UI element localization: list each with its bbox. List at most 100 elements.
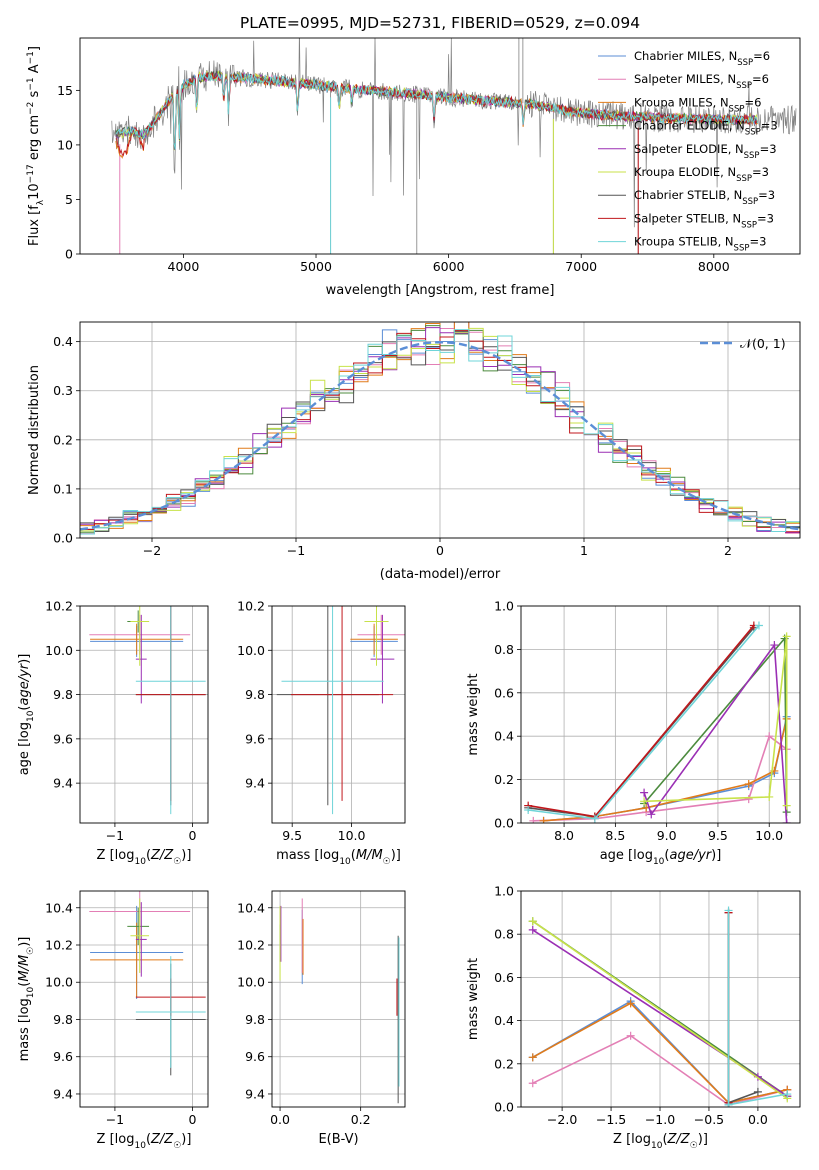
weight-marker (770, 641, 779, 650)
y-tick-label: 9.8 (53, 1012, 73, 1027)
label-part: −1 (26, 77, 36, 90)
label-part: age [log (17, 722, 32, 775)
figure-title: PLATE=0995, MJD=52731, FIBERID=0529, z=0… (240, 14, 640, 32)
label-part: age [log (600, 848, 653, 863)
label-part: 10 (653, 857, 665, 867)
y-axis-label: mass weight (466, 958, 481, 1040)
y-tick-label: 10.0 (45, 975, 73, 990)
y-axis-label: mass weight (466, 673, 481, 755)
y-tick-label: 0.8 (494, 927, 514, 942)
weight-line-salpeter-miles (533, 734, 788, 822)
histogram-chabrier-elodie (80, 325, 800, 533)
x-tick-label: 10.0 (755, 828, 783, 843)
axes-mass_vs_Z: −1 09.49.69.810.010.210.4Z [log10(Z/Z☉)]m… (17, 890, 209, 1151)
axes-frame (79, 605, 209, 824)
errorbar-salpeter-miles (357, 614, 405, 655)
x-tick-label: 8.5 (605, 828, 625, 843)
x-axis-label: age [log10(age/yr)] (600, 848, 722, 867)
x-tick-label: 9.5 (282, 828, 302, 843)
axes-frame (271, 605, 406, 824)
x-tick-label: 0 (436, 543, 444, 558)
axes-mass_vs_ebv: 0.0 0.2 9.4 9.6 9.8 10.0 10.2 10.4 E(B-V) (237, 890, 406, 1147)
x-tick-label: 0.2 (351, 1112, 371, 1127)
x-tick-label: 8.0 (554, 828, 574, 843)
y-tick-label: 1.0 (494, 884, 514, 899)
legend-label-suffix: =6 (753, 49, 770, 63)
label-part: M/M (17, 955, 32, 982)
label-part: )] (181, 848, 191, 863)
histogram-salpeter-elodie (80, 327, 800, 534)
panel-spectrum: 4000 5000 6000 7000 8000 0 5 10 15 wavelength [An… (26, 37, 801, 298)
errorbar-chabrier-elodie (127, 907, 150, 945)
x-tick-label: 7000 (565, 259, 597, 274)
axes-spectrum: 4000 5000 6000 7000 8000 0 5 10 15 wavelength [An… (26, 37, 801, 298)
label-part: λ (36, 199, 46, 205)
x-tick-label: 8000 (698, 259, 730, 274)
grid-age_vs_mass (272, 605, 405, 823)
weight-line-salpeter-elodie (643, 642, 788, 823)
legend-label-suffix: =6 (744, 95, 761, 109)
x-axis-label: mass [log10(M/M☉)] (276, 848, 401, 867)
weight-marker (539, 816, 548, 823)
legend-label: Salpeter STELIB, NSSP=3 (634, 211, 774, 230)
axes-frame (271, 890, 406, 1108)
label-part: ( (17, 982, 32, 987)
x-tick-label: 0.0 (748, 1112, 768, 1127)
x-tick-label: −1.0 (645, 1112, 675, 1127)
x-axis-label: Z [log10(Z/Z☉)] (613, 1132, 708, 1151)
weight-marker (626, 1031, 635, 1040)
legend-label-name: Chabrier ELODIE, N (634, 119, 745, 133)
y-tick-label: 0.8 (494, 642, 514, 657)
y-tick-label: 9.8 (245, 687, 265, 702)
panel-weight_vs_age: 8.0 8.5 9.0 9.5 10.0 0.0 0.2 0.4 0.6 0.8 1.0 age [l… (466, 599, 801, 867)
label-part: −1 (26, 51, 36, 64)
y-tick-label: 0.0 (53, 531, 73, 546)
legend-label: Chabrier STELIB, NSSP=3 (634, 188, 775, 207)
weight-marker (765, 792, 774, 801)
label-part: 10 (339, 857, 351, 867)
x-tick-label: 0 (189, 1112, 197, 1127)
y-tick-label: 15 (57, 83, 73, 98)
x-tick-label: −1 (287, 543, 305, 558)
x-tick-label: −1 (106, 828, 124, 843)
label-part: 10 (26, 986, 36, 998)
x-axis-label: Z [log10(Z/Z☉)] (97, 1132, 192, 1151)
x-axis-label: wavelength [Angstrom, rest frame] (326, 283, 555, 298)
label-part: age/yr (669, 848, 712, 863)
weight-line-kroupa-elodie (644, 636, 788, 806)
legend-label-name: Kroupa MILES, N (634, 95, 729, 109)
legend-label-suffix: =3 (752, 165, 769, 179)
weight-marker (529, 816, 538, 823)
y-tick-label: 9.4 (245, 776, 265, 791)
axes-frame (79, 890, 209, 1108)
label-part: 10 (27, 183, 42, 200)
x-tick-label: −2 (143, 543, 161, 558)
y-tick-label: 0.4 (53, 334, 73, 349)
label-part: ( (351, 848, 356, 863)
y-tick-label: 9.8 (245, 1012, 265, 1027)
x-tick-label: 9.5 (708, 828, 728, 843)
weight-line-kroupa-elodie (532, 920, 788, 1100)
legend-label: Salpeter ELODIE, NSSP=3 (634, 142, 777, 161)
errorbar-kroupa-elodie (130, 898, 150, 973)
y-tick-label: 10.2 (237, 599, 265, 614)
label-part: ☉ (690, 1141, 698, 1151)
y-tick-label: 10.0 (45, 643, 73, 658)
plot-area-mass_vs_Z (89, 891, 206, 1076)
x-axis-label: E(B-V) (318, 1132, 358, 1147)
y-tick-label: 10.2 (45, 938, 73, 953)
legend-label-name: Salpeter MILES, N (634, 72, 736, 86)
weight-line-salpeter-miles (532, 1034, 788, 1106)
y-axis-label: age [log10(age/yr)] (17, 654, 36, 776)
label-part: Flux [f (27, 205, 42, 246)
plot-area-mass_vs_ebv (279, 898, 400, 1104)
legend-label: Chabrier ELODIE, NSSP=3 (634, 119, 778, 138)
label-part: ( (664, 848, 669, 863)
weight-marker (626, 999, 635, 1008)
legend-label-sub: SSP (729, 104, 745, 114)
y-tick-label: 9.6 (245, 1049, 265, 1064)
y-tick-label: 9.4 (245, 1086, 265, 1101)
label-part: s (27, 90, 42, 101)
